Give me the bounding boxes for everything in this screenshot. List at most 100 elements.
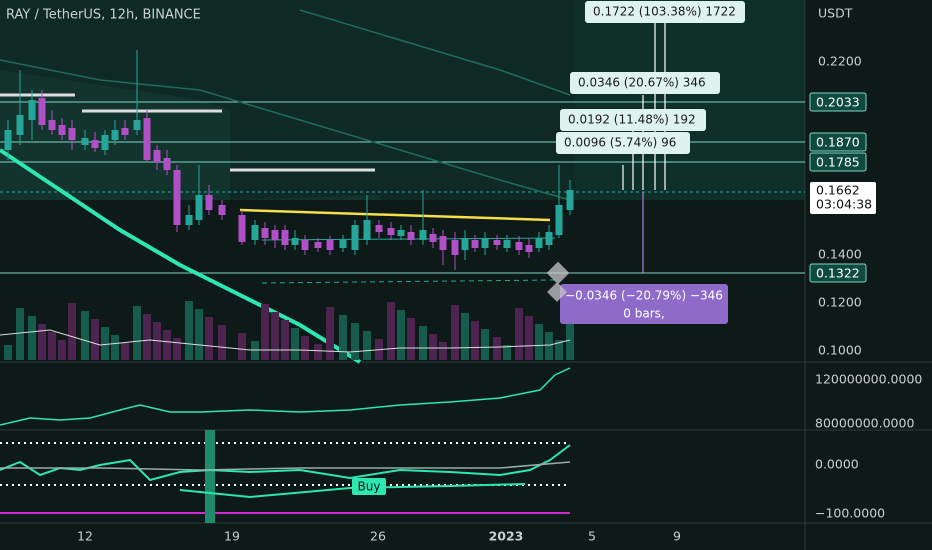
candle-body	[407, 232, 415, 240]
volume-tick: 120000000.0000	[815, 372, 922, 387]
volume-bar	[326, 307, 334, 360]
candle-body	[351, 225, 359, 250]
candle-body	[291, 238, 299, 245]
volume-bar	[461, 313, 469, 360]
candle-body	[143, 118, 151, 160]
candle-body	[545, 232, 553, 245]
price-tick: 0.1000	[818, 343, 862, 358]
volume-bar	[81, 311, 89, 360]
measure-box	[585, 1, 745, 23]
candle-body	[91, 140, 99, 148]
volume-bar	[4, 345, 12, 360]
price-tick: 0.2200	[818, 54, 862, 69]
volume-bar	[314, 344, 322, 360]
volume-bar	[205, 317, 213, 360]
price-tick: 0.1200	[818, 295, 862, 310]
price-label: 0.1870	[816, 135, 860, 150]
price-tick: 0.1400	[818, 247, 862, 262]
volume-bar	[493, 337, 501, 360]
price-label-box	[809, 263, 867, 283]
volume-bar	[301, 336, 309, 360]
ma-line	[0, 59, 571, 201]
candle-body	[195, 195, 203, 220]
measure-label: 0.0346 (20.67%) 346	[578, 76, 706, 90]
diamonds	[546, 261, 570, 302]
candle-body	[81, 138, 89, 145]
volume-bar	[281, 320, 289, 360]
candle-body	[218, 205, 226, 215]
trend-line	[0, 148, 362, 364]
volume-bar	[419, 326, 427, 360]
time-tick: 2023	[489, 529, 524, 544]
candle-body	[566, 190, 574, 210]
volume-bar	[218, 325, 226, 360]
candle-body	[38, 98, 46, 125]
down-line1: −0.0346 (−20.79%) −346	[565, 289, 723, 303]
candle-body	[439, 236, 447, 250]
candle-body	[339, 240, 347, 248]
volume-bar	[143, 314, 151, 360]
volume-bar	[503, 345, 511, 360]
candle-body	[493, 240, 501, 245]
volume-bar	[91, 319, 99, 360]
volume-bar	[535, 324, 543, 360]
volume-bar	[566, 303, 574, 360]
buy-badge	[352, 478, 386, 495]
volume-ma	[0, 329, 571, 353]
volume-bar	[397, 310, 405, 360]
candle-body	[515, 242, 523, 250]
time-tick: 5	[588, 529, 596, 544]
volume-bar	[481, 329, 489, 360]
time-tick: 19	[224, 529, 240, 544]
candle-body	[133, 120, 141, 130]
volume-bar	[351, 323, 359, 360]
candle-body	[163, 158, 171, 170]
divergence	[179, 483, 526, 499]
candle-body	[363, 220, 371, 240]
volume-bar	[101, 327, 109, 360]
volume-bar	[407, 318, 415, 360]
volume-bar	[545, 332, 553, 360]
measure-lines	[622, 20, 666, 190]
candle-body	[419, 230, 427, 240]
candle-body	[238, 215, 246, 242]
volume-bar	[173, 338, 181, 360]
time-tick: 9	[673, 529, 681, 544]
measure-box	[560, 109, 706, 131]
time-tick: 26	[370, 529, 386, 544]
candle-body	[461, 238, 469, 250]
down-box	[560, 284, 728, 324]
candle-body	[4, 130, 12, 150]
volume-bar	[111, 335, 119, 360]
price-label: 0.2033	[816, 95, 860, 110]
signal-bar	[205, 430, 215, 523]
candle-body	[503, 240, 511, 248]
down-line2: 0 bars,	[623, 307, 664, 321]
price-label-box	[809, 152, 867, 172]
candle-body	[525, 245, 533, 252]
diamond	[547, 282, 567, 302]
measure-label: 0.0096 (5.74%) 96	[564, 136, 676, 150]
price-label-box	[809, 92, 867, 112]
volume-bar	[58, 340, 66, 360]
candle-body	[535, 238, 543, 248]
volume-bar	[185, 301, 193, 360]
last-price: 0.1662	[816, 183, 860, 198]
candle-body	[101, 135, 109, 150]
volume-bar	[195, 309, 203, 360]
obv-line	[0, 367, 571, 426]
volume-bar	[271, 312, 279, 360]
measurements: 0.1722 (103.38%) 1722 0.0346 (20.67%) 346…	[556, 1, 745, 154]
volume-bar	[429, 334, 437, 360]
candle-body	[301, 240, 309, 250]
candle-body	[16, 115, 24, 135]
currency: USDT	[818, 6, 853, 21]
candle-body	[429, 234, 437, 242]
volume-bar	[291, 328, 299, 360]
candle-body	[387, 228, 395, 235]
measure-box	[556, 132, 690, 154]
volume-bar	[555, 340, 563, 360]
price-label: 0.1785	[816, 155, 860, 170]
